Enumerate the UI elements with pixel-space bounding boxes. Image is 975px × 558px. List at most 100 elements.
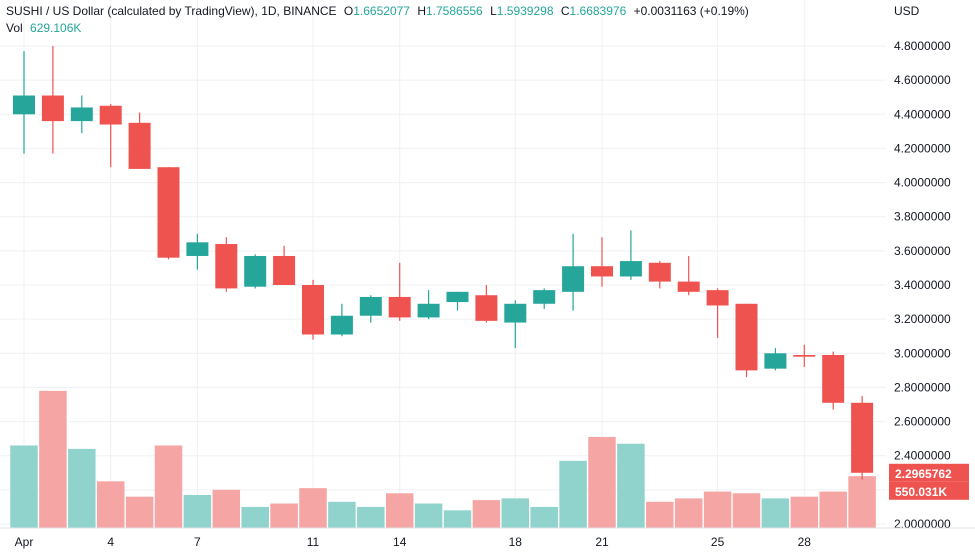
candle[interactable] [215, 237, 238, 292]
candle[interactable] [244, 254, 267, 289]
symbol-title[interactable]: SUSHI / US Dollar (calculated by Trading… [6, 4, 337, 18]
candle-body [13, 95, 35, 115]
candle[interactable] [417, 290, 440, 320]
volume-bars [10, 390, 876, 528]
candle[interactable] [822, 351, 845, 410]
legend-price-row: SUSHI / US Dollar (calculated by Trading… [6, 3, 749, 20]
low-value: 1.5939298 [496, 4, 554, 18]
volume-bar [674, 498, 703, 528]
price-axis: 4.8000000 4.6000000 4.4000000 4.2000000 4.00… [894, 4, 951, 531]
candle-body [677, 281, 700, 292]
candle-body [302, 285, 324, 335]
chart-legend: SUSHI / US Dollar (calculated by Trading… [6, 3, 749, 37]
volume-bar [414, 503, 443, 528]
candle[interactable] [533, 288, 556, 309]
candle[interactable] [273, 245, 296, 285]
candle-body [157, 167, 180, 258]
candle[interactable] [764, 348, 787, 371]
volume-bar [617, 443, 645, 528]
x-tick-label: 11 [307, 535, 320, 549]
volume-bar [385, 493, 414, 528]
change-value: +0.0031163 (+0.19%) [633, 4, 749, 18]
x-tick-label: 14 [393, 535, 407, 549]
candle-body [533, 290, 556, 304]
volume-label: Vol [6, 21, 23, 35]
candle[interactable] [359, 295, 382, 323]
candle[interactable] [648, 261, 671, 289]
y-tick-label: 4.6000000 [894, 73, 951, 87]
volume-bar [10, 445, 38, 528]
candle[interactable] [128, 112, 151, 169]
legend-volume-row: Vol 629.106K [6, 20, 749, 37]
volume-bar [183, 494, 212, 528]
candle[interactable] [70, 95, 93, 134]
volume-bar [559, 460, 587, 528]
y-tick-label: 2.0000000 [894, 517, 951, 531]
candle[interactable] [157, 167, 180, 260]
candle-body [735, 303, 758, 371]
candle[interactable] [677, 255, 700, 296]
volume-bar [212, 489, 241, 528]
low-label: L [490, 4, 497, 18]
high-value: 1.7586556 [426, 4, 483, 18]
price-badge-bg [889, 463, 969, 482]
candles [13, 46, 874, 480]
open-label: O [343, 4, 354, 18]
candle-body [562, 266, 585, 292]
volume-bar [848, 476, 876, 528]
volume-bar [646, 501, 674, 528]
candle[interactable] [504, 300, 527, 349]
candle[interactable] [446, 291, 469, 311]
y-tick-label: 2.4000000 [894, 449, 951, 463]
candle[interactable] [99, 104, 122, 168]
volume-bar [588, 436, 616, 528]
candle[interactable] [591, 237, 613, 287]
candle-body [475, 295, 498, 321]
candle-body [764, 353, 787, 369]
price-badge-label: 2.2965762 [895, 467, 952, 481]
candle-body [648, 262, 671, 282]
candle[interactable] [735, 303, 758, 378]
volume-bar [530, 506, 558, 528]
time-axis: Apr 4 7 11 14 18 21 25 28 [0, 527, 975, 549]
volume-bar [68, 448, 96, 528]
y-tick-label: 4.8000000 [894, 39, 951, 53]
candle[interactable] [13, 51, 35, 154]
volume-bar [732, 493, 761, 528]
candle[interactable] [706, 288, 729, 338]
candle[interactable] [388, 262, 411, 321]
x-tick-label: 21 [595, 535, 609, 549]
candle[interactable] [851, 395, 874, 480]
volume-bar [96, 481, 125, 528]
volume-badge-bg [889, 481, 969, 500]
y-tick-label: 3.6000000 [894, 244, 951, 258]
candle-body [793, 354, 816, 357]
x-tick-label: 25 [711, 535, 725, 549]
y-tick-label: 4.2000000 [894, 141, 951, 155]
candle-body [591, 266, 613, 277]
volume-bar [761, 498, 790, 528]
candle-body [417, 303, 440, 318]
x-tick-label: 7 [194, 535, 201, 549]
candle[interactable] [302, 279, 324, 340]
open-value: 1.6652077 [353, 4, 410, 18]
candle[interactable] [330, 303, 353, 337]
candle[interactable] [619, 230, 642, 280]
volume-bar [299, 488, 327, 528]
candle-body [359, 296, 382, 316]
y-tick-label: 3.8000000 [894, 210, 951, 224]
candle-body [706, 290, 729, 306]
candle[interactable] [562, 233, 585, 311]
y-tick-label: 4.4000000 [894, 107, 951, 121]
candle[interactable] [41, 46, 64, 154]
candle-body [99, 105, 122, 125]
candle[interactable] [793, 344, 816, 367]
candle[interactable] [475, 285, 498, 323]
close-value: 1.6683976 [569, 4, 627, 18]
close-label: C [560, 4, 570, 18]
candle[interactable] [186, 233, 209, 270]
volume-bar [270, 503, 298, 528]
y-tick-label: 3.0000000 [894, 346, 951, 360]
